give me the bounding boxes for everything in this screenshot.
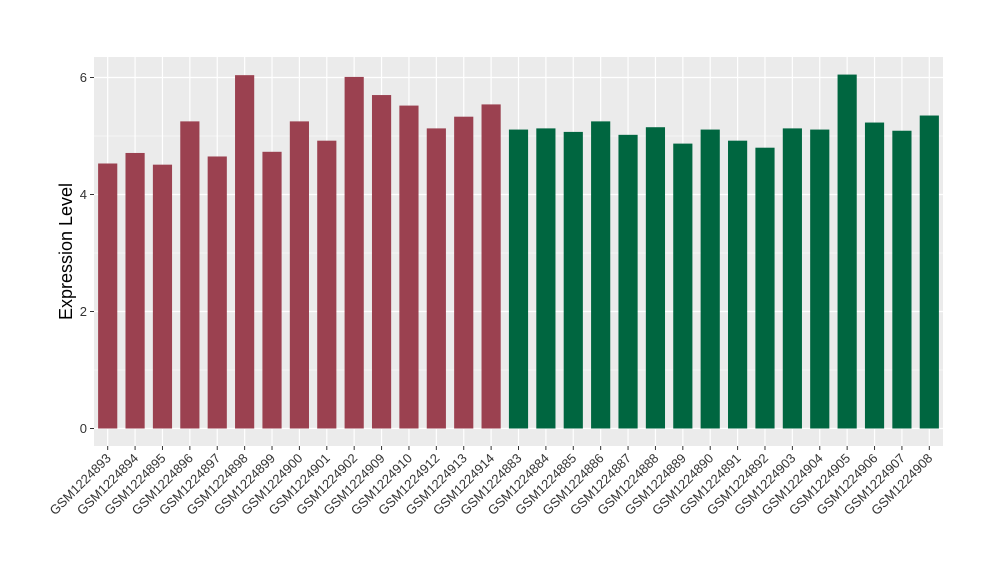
bar-GSM1224883: [508, 129, 529, 429]
bar-GSM1224914: [481, 104, 501, 429]
bar-GSM1224898: [235, 75, 255, 429]
bar-GSM1224894: [125, 152, 145, 429]
bar-GSM1224884: [536, 128, 556, 429]
y-tick-label: 0: [80, 421, 87, 436]
bar-GSM1224889: [673, 143, 693, 429]
bar-GSM1224910: [399, 105, 419, 429]
y-tick-label: 6: [80, 70, 87, 85]
bar-GSM1224912: [426, 128, 446, 429]
bar-GSM1224887: [618, 134, 638, 429]
bar-GSM1224890: [700, 129, 720, 429]
bar-GSM1224902: [344, 76, 364, 429]
bar-GSM1224900: [289, 121, 309, 429]
bar-GSM1224885: [563, 131, 583, 429]
bar-GSM1224905: [837, 74, 857, 429]
y-axis: 0 2 4 6: [80, 70, 94, 436]
bar-GSM1224892: [755, 147, 775, 429]
bar-GSM1224907: [892, 130, 912, 429]
bar-GSM1224888: [645, 127, 666, 429]
bar-GSM1224906: [864, 122, 885, 429]
bar-GSM1224913: [454, 116, 474, 429]
y-axis-title: Expression Level: [56, 183, 76, 320]
bar-GSM1224904: [810, 129, 830, 429]
bar-GSM1224908: [919, 115, 939, 429]
bar-GSM1224901: [317, 140, 337, 429]
bar-GSM1224903: [782, 128, 802, 429]
bar-GSM1224897: [207, 156, 227, 429]
bar-GSM1224886: [591, 121, 611, 429]
bars: [98, 74, 939, 429]
bar-GSM1224891: [728, 140, 748, 429]
bar-GSM1224899: [262, 151, 282, 429]
x-axis: GSM1224893GSM1224894GSM1224895GSM1224896…: [46, 446, 935, 518]
bar-GSM1224893: [98, 163, 118, 429]
bar-GSM1224909: [371, 95, 392, 429]
y-tick-label: 2: [80, 304, 87, 319]
bar-GSM1224896: [180, 121, 200, 429]
y-tick-label: 4: [80, 187, 87, 202]
bar-GSM1224895: [152, 164, 173, 429]
